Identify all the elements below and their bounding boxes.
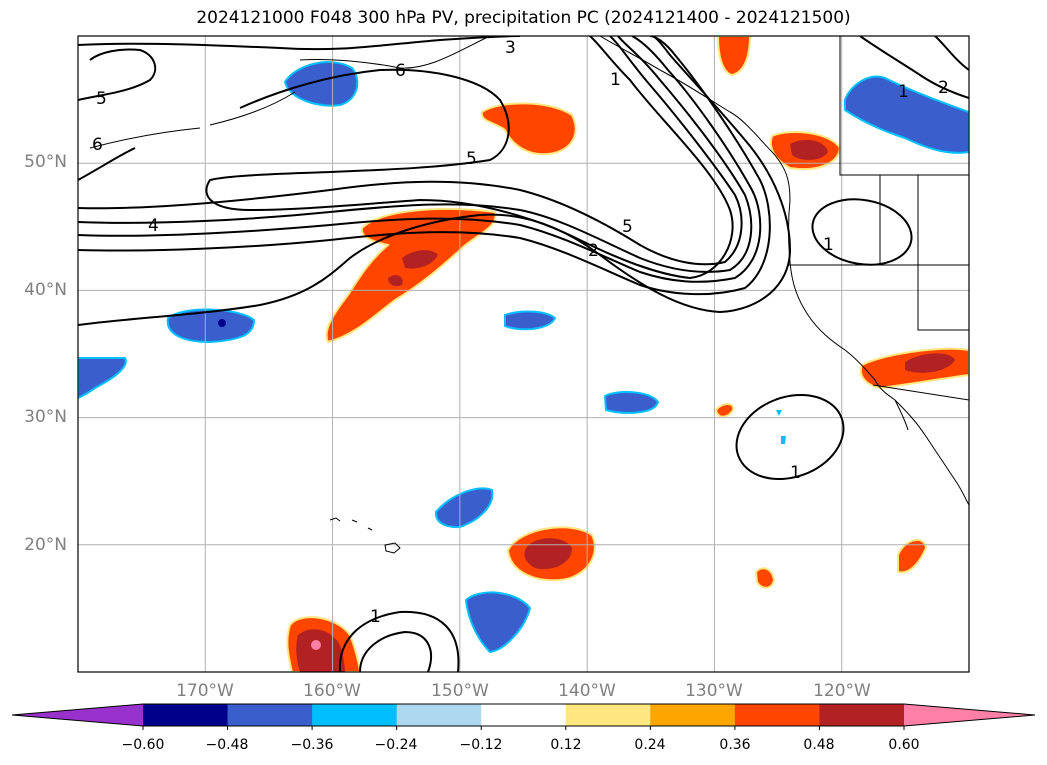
precip-blob	[464, 591, 532, 654]
colorbar-tick-label: 0.24	[634, 737, 666, 753]
pv-contour	[78, 36, 521, 51]
contour-label: 5	[622, 217, 633, 237]
pv-contour	[859, 36, 969, 99]
pv-contour	[78, 36, 743, 266]
colorbar-tick-label: −0.48	[205, 737, 249, 753]
pv-contours	[78, 36, 969, 672]
lon-tick-label: 160°W	[303, 681, 361, 701]
pv-contour	[78, 48, 157, 101]
precip-blob	[754, 567, 776, 589]
contour-label: 1	[823, 235, 834, 255]
precipitation-field	[78, 36, 969, 672]
colorbar-segment	[734, 704, 820, 726]
pv-contour	[811, 198, 913, 266]
contour-label: 2	[588, 241, 599, 261]
lon-tick-label: 130°W	[685, 681, 743, 701]
colorbar-segment	[396, 704, 482, 726]
precip-blob	[78, 357, 127, 400]
colorbar-segment	[650, 704, 736, 726]
gridlines	[78, 36, 969, 672]
precip-blob	[905, 353, 955, 373]
contour-label: 1	[898, 82, 909, 102]
precip-blob	[388, 275, 403, 287]
coastline-alaska	[89, 36, 491, 149]
lat-tick-label: 50°N	[24, 152, 67, 172]
contour-label: 6	[395, 61, 406, 81]
precip-blob	[311, 640, 321, 650]
colorbar-tick-label: 0.36	[719, 737, 751, 753]
contour-label: 5	[466, 149, 477, 169]
colorbar-segment	[819, 704, 905, 726]
colorbar-tick-label: 0.60	[888, 737, 920, 753]
colorbar-tick-label: −0.60	[121, 737, 165, 753]
colorbar-segment	[143, 704, 229, 726]
colorbar-segment	[565, 704, 651, 726]
pv-contour	[934, 36, 969, 71]
coastlines	[89, 36, 969, 554]
colorbar-tick-label: 0.12	[550, 737, 582, 753]
colorbar-segment	[481, 704, 567, 726]
contour-labels: 6 5 3 1 5 4 5 2 1 1 1 1 2 6	[92, 38, 949, 627]
colorbar-extend-high	[904, 704, 1035, 726]
contour-label: 6	[92, 135, 103, 155]
chart-title: 2024121000 F048 300 hPa PV, precipitatio…	[196, 8, 851, 28]
colorbar	[11, 703, 1036, 730]
precip-blob	[844, 75, 969, 154]
pv-contour	[78, 36, 753, 273]
colorbar-tick-label: −0.24	[374, 737, 418, 753]
contour-label: 5	[96, 89, 107, 109]
lat-tick-label: 20°N	[24, 535, 67, 555]
coastline-us-west	[788, 199, 969, 506]
pv-contour	[359, 630, 432, 672]
precip-blob	[218, 319, 226, 327]
lat-tick-label: 40°N	[24, 280, 67, 300]
colorbar-extend-low	[12, 704, 143, 726]
colorbar-segment	[312, 704, 398, 726]
precip-blob	[480, 102, 577, 156]
precip-blob	[790, 139, 828, 160]
lat-tick-label: 30°N	[24, 407, 67, 427]
precip-blob	[781, 436, 786, 444]
precip-blob	[776, 410, 782, 416]
pv-contour	[205, 36, 734, 280]
precip-blob	[714, 403, 735, 418]
lon-tick-label: 140°W	[558, 681, 616, 701]
lon-tick-label: 150°W	[431, 681, 489, 701]
precip-blob	[716, 36, 752, 77]
pv-contour	[338, 610, 460, 672]
lon-tick-label: 120°W	[813, 681, 871, 701]
colorbar-tick-label: −0.36	[290, 737, 334, 753]
contour-label: 1	[790, 463, 801, 483]
precip-blob	[434, 487, 494, 529]
precip-blob	[283, 61, 359, 107]
precip-blob	[402, 250, 438, 269]
precip-blob	[504, 310, 557, 331]
pv-contour	[78, 36, 792, 326]
contour-label: 3	[505, 38, 516, 58]
pv-contour	[78, 147, 136, 181]
colorbar-tick-label: −0.12	[459, 737, 503, 753]
lon-tick-label: 170°W	[176, 681, 234, 701]
contour-label: 1	[370, 607, 381, 627]
colorbar-segment	[227, 704, 313, 726]
coastline-canada	[599, 36, 791, 201]
precip-blob	[524, 538, 572, 570]
contour-label: 4	[148, 216, 159, 236]
hawaii-islands	[329, 517, 401, 554]
precip-blob	[325, 208, 497, 344]
precip-blob	[603, 391, 660, 414]
pv-contour	[735, 393, 845, 481]
plot-frame	[77, 35, 970, 673]
contour-label: 1	[610, 70, 621, 90]
pv-contour	[78, 36, 762, 283]
precip-blob	[897, 539, 928, 574]
colorbar-tick-label: 0.48	[803, 737, 835, 753]
contour-label: 2	[938, 78, 949, 98]
coastline-baja	[894, 399, 909, 431]
